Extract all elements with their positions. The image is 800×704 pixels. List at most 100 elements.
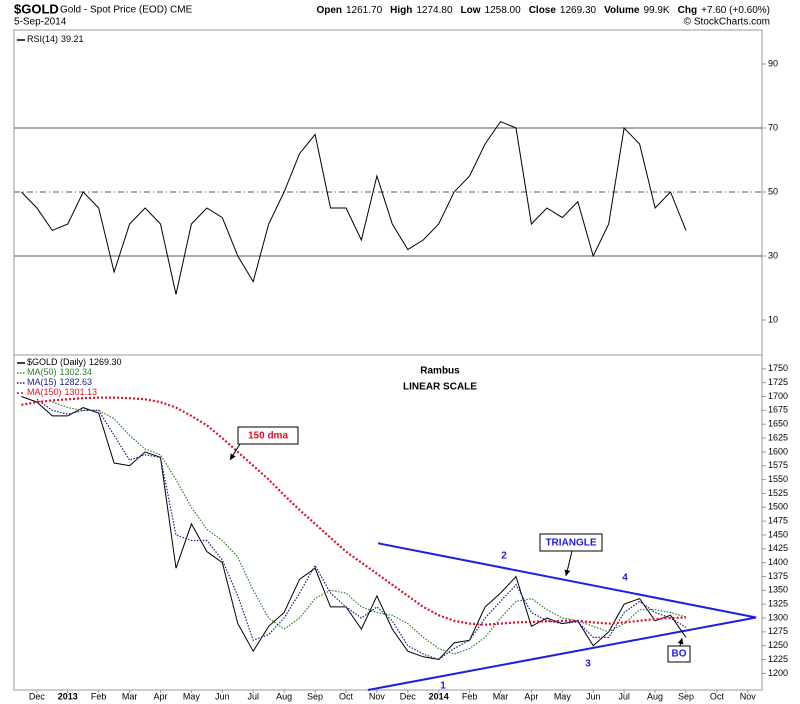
annotation: BO — [672, 649, 687, 660]
y-tick-label: 1375 — [768, 571, 788, 581]
y-tick-label: 1650 — [768, 419, 788, 429]
annotation-box — [667, 645, 691, 663]
x-tick-label: Mar — [493, 691, 509, 701]
quote-value: 1261.70 — [346, 5, 383, 16]
trendline — [367, 616, 757, 691]
y-tick-label: 30 — [768, 250, 778, 260]
legend-entry: $GOLD (Daily) 1269.30 — [27, 357, 122, 367]
x-tick-label: Feb — [91, 691, 107, 701]
legend-last: 1282.63 — [60, 377, 93, 387]
annotation-arrow — [677, 637, 684, 647]
x-tick-label: Nov — [369, 691, 386, 701]
legend-last: 1269.30 — [89, 357, 122, 367]
quote-label: Volume — [604, 5, 640, 16]
y-tick-label: 1675 — [768, 405, 788, 415]
annotation: 1 — [440, 681, 446, 692]
series-line — [21, 396, 687, 626]
quote-value: 99.9K — [643, 5, 669, 16]
series-line — [36, 398, 687, 661]
y-tick-label: 1400 — [768, 557, 788, 567]
x-tick-label: 2014 — [429, 691, 449, 701]
quote-value: 1274.80 — [416, 5, 453, 16]
y-tick-label: 1525 — [768, 488, 788, 498]
y-tick-label: 1425 — [768, 543, 788, 553]
x-tick-label: 2013 — [58, 691, 78, 701]
x-tick-label: Dec — [400, 691, 417, 701]
x-tick-label: May — [183, 691, 201, 701]
symbol: $GOLD — [14, 1, 59, 16]
chart-title: Rambus — [420, 366, 460, 377]
x-tick-label: Apr — [154, 691, 168, 701]
quote-value: +7.60 (+0.60%) — [701, 5, 770, 16]
series-line — [52, 401, 687, 655]
annotation: 2 — [501, 551, 507, 562]
y-tick-label: 1625 — [768, 432, 788, 442]
legend-name: MA(150) — [27, 387, 62, 397]
legend-entry: MA(50) 1302.34 — [27, 367, 92, 377]
y-tick-label: 1700 — [768, 391, 788, 401]
x-tick-label: Feb — [462, 691, 478, 701]
annotations: 150 dma TRIANGLE 1 2 3 4 BO — [229, 426, 691, 692]
y-tick-label: 1575 — [768, 460, 788, 470]
y-tick-label: 1500 — [768, 502, 788, 512]
quote-value: 1258.00 — [485, 5, 522, 16]
legend-name: MA(15) — [27, 377, 57, 387]
legend-entry: MA(150) 1301.13 — [27, 387, 97, 397]
y-tick-label: 1750 — [768, 363, 788, 373]
x-tick-label: Jun — [586, 691, 601, 701]
trendline — [377, 542, 757, 619]
chart-subtitle: LINEAR SCALE — [403, 382, 477, 393]
annotation: 150 dma — [248, 431, 288, 442]
quote: Open 1261.70 High 1274.80 Low 1258.00 Close 126… — [316, 5, 770, 16]
y-tick-label: 50 — [768, 186, 778, 196]
y-tick-label: 1450 — [768, 529, 788, 539]
credit: © StockCharts.com — [684, 17, 770, 28]
x-tick-label: Aug — [647, 691, 663, 701]
annotation: 4 — [622, 573, 628, 584]
y-tick-label: 1350 — [768, 585, 788, 595]
x-tick-label: Jun — [215, 691, 230, 701]
annotation: 3 — [585, 659, 591, 670]
y-tick-label: 1275 — [768, 626, 788, 636]
x-tick-label: Nov — [740, 691, 757, 701]
quote-label: High — [390, 5, 412, 16]
annotation-box — [237, 426, 299, 445]
y-tick-label: 1250 — [768, 640, 788, 650]
series-line — [21, 120, 687, 295]
annotation-arrow — [229, 443, 241, 461]
y-tick-label: 1725 — [768, 377, 788, 387]
x-tick-label: Jul — [247, 691, 259, 701]
legend-last: 1301.13 — [65, 387, 98, 397]
x-tick-label: Sep — [678, 691, 694, 701]
y-tick-label: 1600 — [768, 446, 788, 456]
y-tick-label: 1300 — [768, 612, 788, 622]
quote-value: 1269.30 — [560, 5, 597, 16]
legend-entry: MA(15) 1282.63 — [27, 377, 92, 387]
quote-label: Low — [461, 5, 481, 16]
annotation-box — [539, 533, 603, 552]
legend-name: MA(50) — [27, 367, 57, 377]
x-tick-label: Mar — [122, 691, 138, 701]
annotation: TRIANGLE — [545, 538, 596, 549]
legend-entry: RSI(14) 39.21 — [27, 34, 84, 44]
legend-last: 39.21 — [61, 34, 84, 44]
date: 5-Sep-2014 — [14, 17, 67, 28]
x-tick-label: Jul — [618, 691, 630, 701]
y-tick-label: 90 — [768, 58, 778, 68]
series-line — [21, 396, 687, 661]
x-tick-label: Apr — [524, 691, 538, 701]
x-tick-label: Oct — [710, 691, 725, 701]
y-tick-label: 10 — [768, 314, 778, 324]
description: Gold - Spot Price (EOD) CME — [60, 5, 193, 16]
quote-label: Open — [316, 5, 342, 16]
x-tick-label: May — [554, 691, 572, 701]
price-panel — [13, 354, 763, 691]
x-tick-label: Dec — [29, 691, 46, 701]
y-tick-label: 1225 — [768, 654, 788, 664]
x-tick-label: Oct — [339, 691, 354, 701]
annotation-arrow — [564, 550, 573, 577]
y-tick-label: 70 — [768, 122, 778, 132]
quote-label: Close — [529, 5, 557, 16]
y-tick-label: 1475 — [768, 515, 788, 525]
